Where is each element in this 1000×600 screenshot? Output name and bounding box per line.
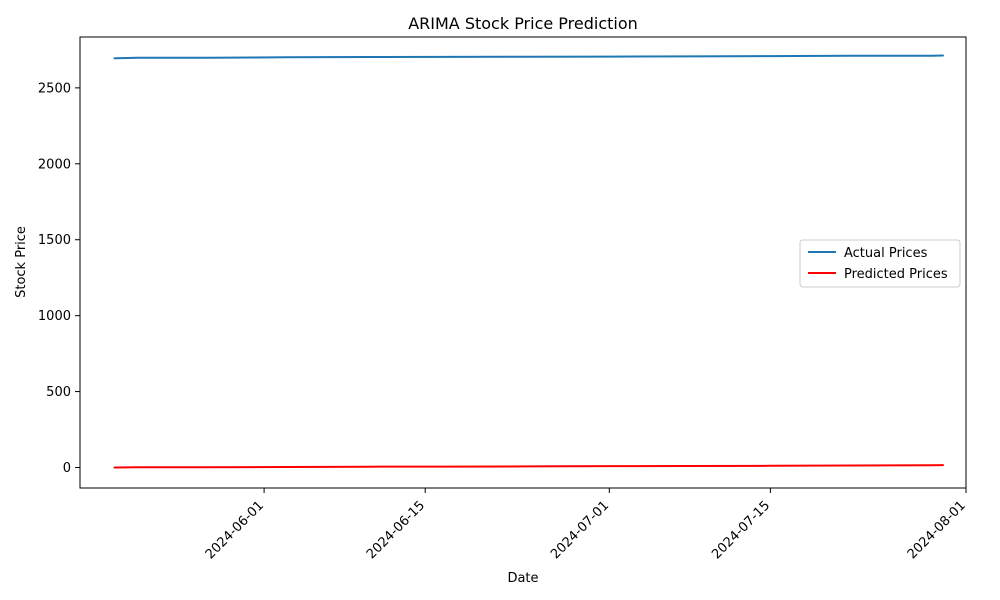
x-tick-label: 2024-06-01: [203, 498, 267, 562]
y-tick-label: 1000: [38, 309, 71, 324]
x-tick-label: 2024-07-01: [548, 498, 612, 562]
y-tick-label: 0: [63, 461, 71, 476]
plot-frame: [79, 36, 967, 489]
legend-label-actual: Actual Prices: [844, 246, 928, 261]
legend: Actual Prices Predicted Prices: [799, 239, 961, 288]
x-tick-label: 2024-07-15: [709, 498, 773, 562]
legend-label-predicted: Predicted Prices: [844, 267, 948, 282]
y-tick-label: 500: [46, 385, 71, 400]
x-axis-ticks: 2024-06-01 2024-06-15 2024-07-01 2024-07-15…: [203, 488, 969, 562]
y-axis-title: Stock Price: [14, 226, 29, 298]
y-tick-label: 1500: [38, 233, 71, 248]
y-tick-label: 2500: [38, 81, 71, 96]
chart-title: ARIMA Stock Price Prediction: [408, 14, 638, 33]
y-tick-label: 2000: [38, 157, 71, 172]
x-tick-label: 2024-08-01: [905, 498, 969, 562]
series-layer: [113, 54, 944, 469]
x-axis-title: Date: [507, 571, 538, 586]
series-actual-prices-line: [113, 54, 944, 60]
series-predicted-prices-line: [113, 464, 944, 469]
x-tick-label: 2024-06-15: [364, 498, 428, 562]
y-axis-ticks: 0 500 1000 1500 2000 2500: [38, 81, 80, 476]
legend-box: [799, 239, 961, 288]
